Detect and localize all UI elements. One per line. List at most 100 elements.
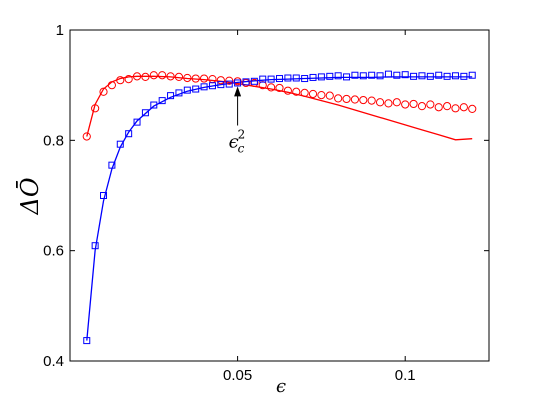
- data-point-circle: [468, 104, 477, 113]
- data-point-square: [141, 109, 149, 117]
- annotation: ϵc2: [229, 86, 246, 156]
- data-point-square: [418, 72, 426, 80]
- data-point-square: [200, 83, 208, 91]
- data-point-circle: [325, 91, 334, 100]
- series-markers: [82, 70, 477, 345]
- data-point-circle: [250, 78, 259, 88]
- data-point-square: [133, 118, 141, 126]
- data-point-square: [83, 337, 91, 345]
- data-point-circle: [367, 96, 376, 105]
- data-point-circle: [409, 99, 418, 109]
- data-point-circle: [443, 102, 452, 111]
- data-point-circle: [342, 94, 351, 104]
- data-point-square: [334, 72, 342, 80]
- data-point-square: [150, 101, 158, 109]
- data-point-square: [343, 73, 351, 81]
- data-point-square: [376, 72, 384, 80]
- data-point-square: [158, 97, 166, 105]
- x-tick-label: 0.05: [223, 367, 252, 384]
- data-point-circle: [401, 100, 410, 109]
- data-point-square: [250, 77, 258, 85]
- data-point-square: [326, 72, 334, 80]
- data-point-circle: [149, 71, 158, 80]
- data-point-square: [208, 82, 216, 90]
- ticks: [70, 29, 489, 362]
- data-point-square: [393, 71, 401, 79]
- data-point-square: [276, 75, 283, 83]
- tick-labels: 0.05 0.1 0.4 0.6 0.8 1: [43, 22, 415, 384]
- data-point-circle: [199, 74, 209, 83]
- data-point-square: [267, 75, 275, 83]
- data-point-circle: [300, 88, 309, 97]
- data-point-circle: [191, 74, 200, 83]
- data-point-circle: [132, 72, 142, 81]
- data-point-square: [426, 72, 434, 80]
- data-point-circle: [216, 76, 225, 85]
- data-point-square: [460, 72, 468, 80]
- x-axis-label: ϵ: [276, 376, 286, 397]
- data-point-circle: [241, 78, 251, 88]
- annotation-superscript: 2: [238, 128, 246, 142]
- y-tick-label: 0.6: [43, 243, 64, 260]
- data-point-square: [192, 85, 200, 93]
- data-point-square: [301, 75, 309, 83]
- data-point-circle: [359, 95, 368, 105]
- data-point-circle: [292, 87, 301, 96]
- data-point-square: [91, 242, 99, 250]
- data-point-square: [217, 81, 225, 89]
- data-point-circle: [317, 90, 326, 100]
- y-tick-label: 0.8: [43, 132, 64, 149]
- data-point-circle: [417, 102, 427, 111]
- data-point-square: [242, 78, 250, 86]
- data-point-square: [443, 72, 451, 80]
- data-point-circle: [141, 72, 150, 81]
- data-point-circle: [434, 103, 443, 112]
- data-point-circle: [116, 76, 125, 85]
- data-point-circle: [225, 76, 234, 85]
- data-point-circle: [459, 103, 468, 112]
- data-point-circle: [451, 104, 460, 113]
- data-point-square: [384, 70, 392, 78]
- data-point-square: [284, 74, 292, 82]
- data-point-square: [125, 130, 133, 138]
- data-point-circle: [166, 72, 175, 81]
- data-point-square: [359, 72, 367, 80]
- data-point-square: [410, 72, 418, 80]
- data-point-square: [451, 72, 459, 80]
- data-point-square: [401, 71, 409, 79]
- data-point-square: [183, 86, 191, 94]
- data-point-circle: [334, 94, 343, 103]
- x-tick-label: 0.1: [395, 367, 416, 384]
- data-point-square: [225, 80, 233, 88]
- y-axis-label: ΔŌ: [16, 177, 44, 215]
- plot-frame: [69, 29, 490, 362]
- data-point-square: [234, 79, 242, 87]
- data-point-square: [116, 140, 124, 148]
- data-point-circle: [426, 100, 435, 109]
- data-point-square: [108, 161, 116, 169]
- data-point-circle: [375, 98, 385, 107]
- data-point-circle: [308, 89, 318, 99]
- data-point-circle: [124, 74, 133, 84]
- data-point-circle: [384, 99, 393, 108]
- data-point-circle: [283, 86, 292, 95]
- y-tick-label: 0.4: [43, 353, 64, 370]
- data-point-square: [435, 71, 443, 79]
- data-point-circle: [350, 95, 360, 104]
- data-point-circle: [392, 98, 401, 107]
- data-point-circle: [158, 71, 167, 80]
- data-point-circle: [233, 77, 242, 86]
- data-point-circle: [107, 81, 117, 90]
- data-point-square: [309, 73, 317, 81]
- data-point-square: [167, 92, 175, 100]
- data-point-square: [100, 192, 108, 199]
- y-tick-label: 1: [56, 22, 64, 39]
- data-point-square: [259, 75, 267, 83]
- data-point-square: [292, 74, 300, 82]
- data-point-square: [468, 71, 476, 79]
- data-point-square: [317, 73, 325, 81]
- data-point-square: [175, 89, 183, 97]
- data-point-circle: [183, 73, 192, 83]
- data-point-circle: [275, 83, 284, 93]
